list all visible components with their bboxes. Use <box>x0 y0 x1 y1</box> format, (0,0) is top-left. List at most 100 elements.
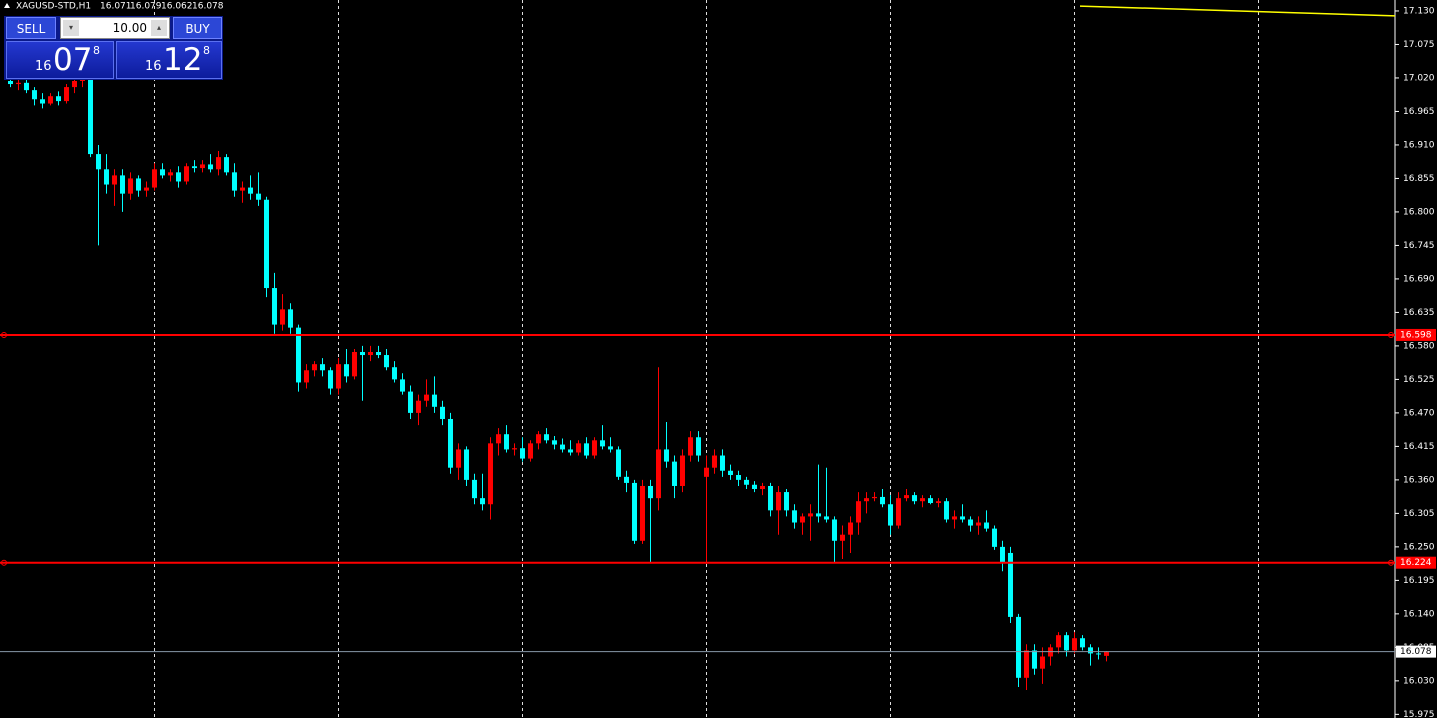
price-big: 16 <box>145 59 162 74</box>
buy-button[interactable]: BUY <box>173 17 222 39</box>
candle-body <box>720 455 725 471</box>
candle-body <box>1000 546 1005 563</box>
candle-body <box>504 434 509 450</box>
candle-body <box>376 351 381 356</box>
candle-body <box>1088 647 1093 654</box>
level-handle <box>1 331 7 338</box>
candle-body <box>536 434 541 444</box>
candle-body <box>864 498 869 502</box>
candle-body <box>752 484 757 490</box>
candle-body <box>288 309 293 328</box>
header-icon <box>4 3 10 8</box>
candle-body <box>8 80 13 85</box>
candle-body <box>448 418 453 468</box>
candle-body <box>280 309 285 325</box>
candle-body <box>560 444 565 450</box>
candle-body <box>168 172 173 176</box>
candle-body <box>400 379 405 392</box>
chart-title: XAGUSD-STD,H1 <box>16 2 91 12</box>
candle-body <box>840 534 845 541</box>
sell-button[interactable]: SELL <box>6 17 56 39</box>
volume-up[interactable]: ▴ <box>151 20 167 36</box>
candle-body <box>768 485 773 511</box>
candle-body <box>584 443 589 456</box>
candle-body <box>784 492 789 511</box>
candle-body <box>64 87 69 102</box>
candle-body <box>624 476 629 483</box>
candle-body <box>464 449 469 480</box>
candle-body <box>16 82 21 85</box>
candle-body <box>208 164 213 170</box>
candle-body <box>968 519 973 526</box>
candle-body <box>600 440 605 447</box>
candle-body <box>808 513 813 517</box>
level-label-box <box>1396 556 1436 569</box>
candle-body <box>224 157 229 173</box>
level-label-box <box>1396 328 1436 341</box>
volume-down[interactable]: ▾ <box>63 20 79 36</box>
volume-box[interactable]: ▾ 10.00 ▴ <box>60 17 170 39</box>
candle-body <box>240 187 245 191</box>
candle-body <box>896 498 901 526</box>
y-tick-label: 16.635 <box>1403 308 1435 318</box>
candle-body <box>496 434 501 444</box>
candle-body <box>992 528 997 547</box>
candle-body <box>40 99 45 104</box>
candle-body <box>632 482 637 541</box>
candle-body <box>472 479 477 499</box>
candle-body <box>984 522 989 529</box>
candle-body <box>160 169 165 176</box>
candle-body <box>640 485 645 541</box>
candle-body <box>424 394 429 401</box>
y-tick-label: 16.525 <box>1403 375 1435 385</box>
candle-body <box>728 470 733 476</box>
candle-body <box>648 485 653 499</box>
candle-body <box>616 449 621 477</box>
price-main: 07 <box>53 42 93 78</box>
candle-body <box>384 355 389 368</box>
y-tick-label: 16.415 <box>1403 442 1435 452</box>
candle-body <box>152 169 157 188</box>
level-handle <box>1388 331 1394 338</box>
candle-body <box>456 449 461 468</box>
candle-body <box>24 82 29 91</box>
candle-body <box>904 495 909 499</box>
candle-body <box>1064 635 1069 651</box>
candle-body <box>232 172 237 191</box>
candle-body <box>176 172 181 182</box>
candle-body <box>664 449 669 462</box>
y-tick-label: 17.020 <box>1403 73 1435 83</box>
candle-body <box>104 169 109 185</box>
y-tick-label: 16.195 <box>1403 576 1435 586</box>
candle-body <box>816 513 821 517</box>
candle-body <box>936 501 941 504</box>
candle-body <box>248 187 253 194</box>
candle-body <box>792 510 797 523</box>
sell-price[interactable]: 16 07 8 <box>6 41 114 79</box>
price-small: 8 <box>203 44 210 57</box>
one-click-panel: SELL ▾ 10.00 ▴ BUY 16 07 8 16 12 8 <box>4 16 223 80</box>
candle-body <box>32 90 37 100</box>
candle-body <box>912 495 917 502</box>
candle-body <box>952 516 957 520</box>
y-tick-label: 16.140 <box>1403 609 1435 619</box>
candle-body <box>1024 650 1029 678</box>
price-small: 8 <box>93 44 100 57</box>
candle-body <box>352 351 357 377</box>
candle-body <box>416 400 421 413</box>
candle-body <box>144 187 149 191</box>
candle-body <box>216 157 221 170</box>
candle-body <box>200 164 205 169</box>
candle-body <box>480 498 485 505</box>
candle-body <box>1008 552 1013 617</box>
price-big: 16 <box>35 59 52 74</box>
buy-price[interactable]: 16 12 8 <box>116 41 222 79</box>
candle-body <box>824 516 829 520</box>
y-tick-label: 16.855 <box>1403 174 1435 184</box>
candle-body <box>392 367 397 380</box>
bid-label-box <box>1396 645 1436 658</box>
level-label: 16.224 <box>1400 558 1432 568</box>
candle-body <box>944 501 949 520</box>
candle-body <box>368 351 373 356</box>
candle-body <box>672 461 677 486</box>
